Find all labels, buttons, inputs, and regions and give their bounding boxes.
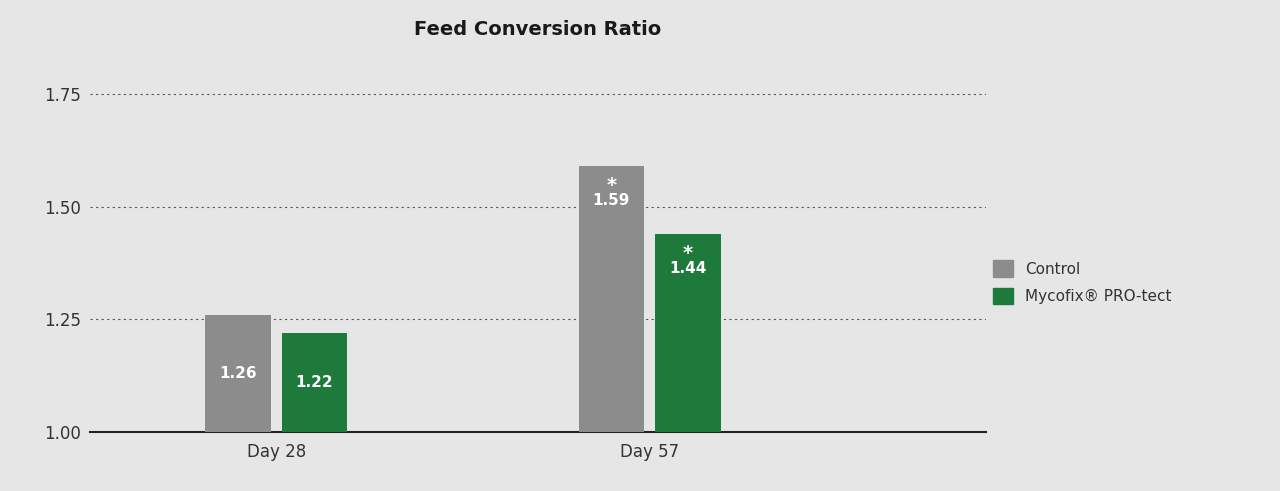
Bar (579, 166, 644, 432)
Text: *: * (682, 244, 692, 263)
Text: 1.59: 1.59 (593, 193, 630, 208)
Text: 1.26: 1.26 (219, 366, 257, 381)
Bar (655, 234, 721, 432)
Bar (205, 315, 270, 432)
Legend: Control, Mycofix® PRO-tect: Control, Mycofix® PRO-tect (993, 260, 1171, 304)
Text: 1.22: 1.22 (296, 375, 333, 390)
Bar (282, 333, 347, 432)
Text: 1.44: 1.44 (669, 261, 707, 276)
Text: *: * (607, 176, 617, 195)
Title: Feed Conversion Ratio: Feed Conversion Ratio (413, 20, 662, 39)
